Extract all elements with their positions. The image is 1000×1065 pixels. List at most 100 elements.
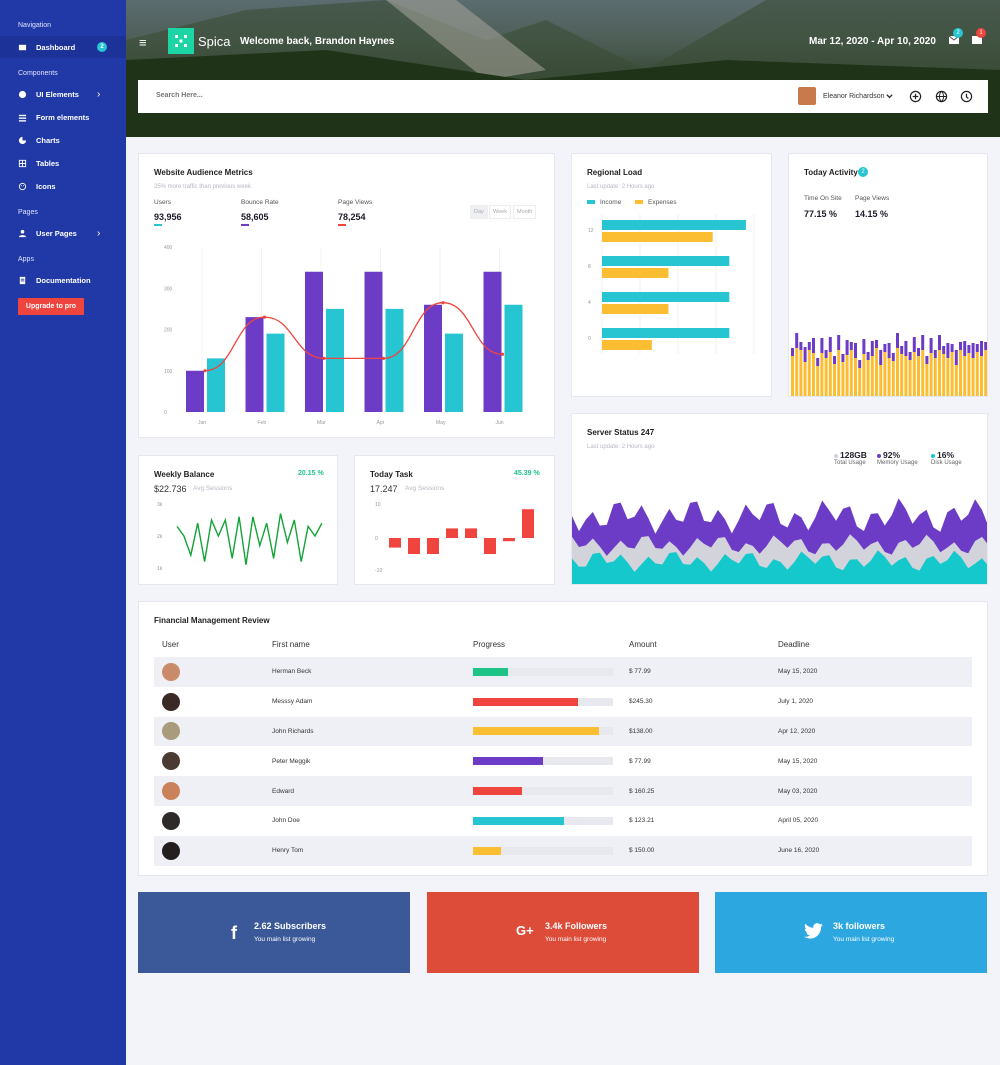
activity-bar-yellow bbox=[866, 360, 870, 396]
activity-bar-yellow bbox=[803, 362, 807, 396]
metric-value: 93,956 bbox=[154, 212, 182, 222]
period-month-button[interactable]: Month bbox=[513, 205, 537, 219]
table-row[interactable]: Messsy Adam $245.30 July 1, 2020 bbox=[154, 687, 972, 717]
clock-icon[interactable] bbox=[960, 90, 973, 103]
bar-bounce bbox=[364, 271, 383, 412]
sidebar-item-label: Dashboard bbox=[36, 42, 76, 52]
progress-cell bbox=[473, 835, 629, 866]
table-row[interactable]: Peter Meggik $ 77.99 May 15, 2020 bbox=[154, 746, 972, 776]
avatar-cell bbox=[154, 657, 272, 687]
activity-bar-purple bbox=[896, 333, 899, 348]
y-tick-label: 100 bbox=[164, 369, 173, 375]
deadline: Apr 12, 2020 bbox=[778, 716, 972, 747]
user-name[interactable]: Eleanor Richardson bbox=[823, 93, 885, 100]
notification-icon[interactable] bbox=[971, 34, 983, 46]
card-title: Regional Load bbox=[587, 168, 643, 177]
search-input[interactable] bbox=[156, 92, 456, 99]
sidebar-item-documentation[interactable]: Documentation bbox=[0, 269, 126, 291]
table-row[interactable]: Herman Beck $ 77.99 May 15, 2020 bbox=[154, 657, 972, 687]
user-avatar[interactable] bbox=[798, 87, 816, 105]
section-apps: Apps bbox=[18, 256, 34, 263]
chevron-down-icon[interactable] bbox=[885, 92, 894, 101]
x-tick-label: Jan bbox=[198, 420, 206, 426]
table-row[interactable]: John Richards $138.00 Apr 12, 2020 bbox=[154, 716, 972, 747]
progress-fill bbox=[473, 757, 543, 766]
progress-fill bbox=[473, 816, 564, 825]
bar-users bbox=[207, 358, 225, 412]
progress-bar bbox=[473, 667, 613, 676]
y-tick-label: 3k bbox=[157, 502, 163, 508]
avatar[interactable] bbox=[162, 811, 180, 830]
period-day-button[interactable]: Day bbox=[470, 205, 488, 219]
sidebar-item-icons[interactable]: Icons bbox=[0, 175, 126, 197]
menu-toggle-icon[interactable]: ≡ bbox=[139, 35, 147, 50]
activity-bar-purple bbox=[959, 342, 962, 350]
activity-bar-purple bbox=[904, 341, 908, 356]
avatar[interactable] bbox=[162, 662, 180, 681]
activity-bar-yellow bbox=[954, 365, 958, 396]
deadline: June 16, 2020 bbox=[778, 835, 972, 866]
deadline: May 03, 2020 bbox=[778, 776, 972, 806]
globe-icon[interactable] bbox=[935, 90, 948, 103]
activity-bar-purple bbox=[875, 340, 878, 348]
sidebar-item-user-pages[interactable]: User Pages › bbox=[0, 222, 126, 244]
activity-bar-yellow bbox=[883, 352, 887, 396]
period-week-button[interactable]: Week bbox=[489, 205, 511, 219]
activity-bar-yellow bbox=[967, 353, 971, 396]
activity-bar-purple bbox=[908, 352, 912, 360]
sidebar-item-dashboard[interactable]: Dashboard 2 bbox=[0, 36, 126, 58]
amount: $ 160.25 bbox=[629, 776, 778, 806]
google-plus-card[interactable]: G+ 3.4k Followers You main list growing bbox=[427, 892, 699, 973]
x-tick-label: Apr bbox=[377, 420, 385, 426]
activity-bar-yellow bbox=[816, 366, 820, 396]
upgrade-button[interactable]: Upgrade to pro bbox=[18, 298, 84, 315]
facebook-card[interactable]: f 2.62 Subscribers You main list growing bbox=[138, 892, 410, 973]
x-tick-label: Feb bbox=[258, 420, 267, 426]
y-tick-label: 0 bbox=[375, 536, 378, 542]
sidebar: Navigation Dashboard 2 Components UI Ele… bbox=[0, 0, 126, 1065]
avatar[interactable] bbox=[162, 722, 180, 741]
table-row[interactable]: Henry Tom $ 150.00 June 16, 2020 bbox=[154, 835, 972, 866]
date-range[interactable]: Mar 12, 2020 - Apr 10, 2020 bbox=[809, 36, 936, 47]
audience-metrics-card: Website Audience Metrics 25% more traffi… bbox=[138, 153, 555, 438]
task-bar bbox=[446, 528, 458, 538]
financial-table: User First name Progress Amount Deadline… bbox=[154, 632, 972, 866]
area-disk bbox=[572, 550, 987, 584]
y-tick-label: 400 bbox=[164, 245, 173, 251]
activity-bar-yellow bbox=[791, 356, 794, 396]
progress-bar bbox=[473, 787, 613, 796]
sidebar-item-form-elements[interactable]: Form elements bbox=[0, 106, 126, 128]
activity-bar-yellow bbox=[942, 354, 946, 396]
bar-income bbox=[602, 220, 746, 230]
activity-bar-purple bbox=[963, 341, 967, 356]
trend-point bbox=[500, 352, 505, 356]
table-row[interactable]: John Doe $ 123.21 April 05, 2020 bbox=[154, 806, 972, 836]
twitter-icon bbox=[804, 923, 823, 939]
activity-bar-purple bbox=[921, 335, 925, 350]
sidebar-item-charts[interactable]: Charts bbox=[0, 129, 126, 151]
task-bar bbox=[522, 509, 534, 538]
bar-bounce bbox=[424, 304, 442, 412]
trend-line bbox=[204, 302, 503, 372]
task-bar bbox=[465, 528, 477, 538]
sidebar-item-label: Tables bbox=[36, 158, 60, 168]
activity-bar-purple bbox=[883, 344, 887, 352]
progress-cell bbox=[473, 687, 629, 717]
social-sub: You main list growing bbox=[545, 936, 607, 943]
avatar-cell bbox=[154, 687, 272, 717]
avatar[interactable] bbox=[162, 841, 180, 860]
list-icon bbox=[18, 114, 27, 122]
sidebar-item-tables[interactable]: Tables bbox=[0, 152, 126, 174]
trend-point bbox=[381, 356, 386, 360]
add-circle-icon[interactable] bbox=[909, 90, 922, 103]
twitter-card[interactable]: 3k followers You main list growing bbox=[715, 892, 987, 973]
avatar[interactable] bbox=[162, 692, 180, 711]
sidebar-item-ui-elements[interactable]: UI Elements › bbox=[0, 83, 126, 105]
brand-name[interactable]: Spica bbox=[198, 34, 231, 49]
document-icon bbox=[19, 276, 26, 284]
activity-bar-purple bbox=[933, 350, 937, 358]
weekly-line-chart: 3k 2k 1k bbox=[157, 502, 323, 572]
table-row[interactable]: Edward $ 160.25 May 03, 2020 bbox=[154, 776, 972, 806]
avatar[interactable] bbox=[162, 782, 180, 801]
avatar[interactable] bbox=[162, 752, 180, 771]
